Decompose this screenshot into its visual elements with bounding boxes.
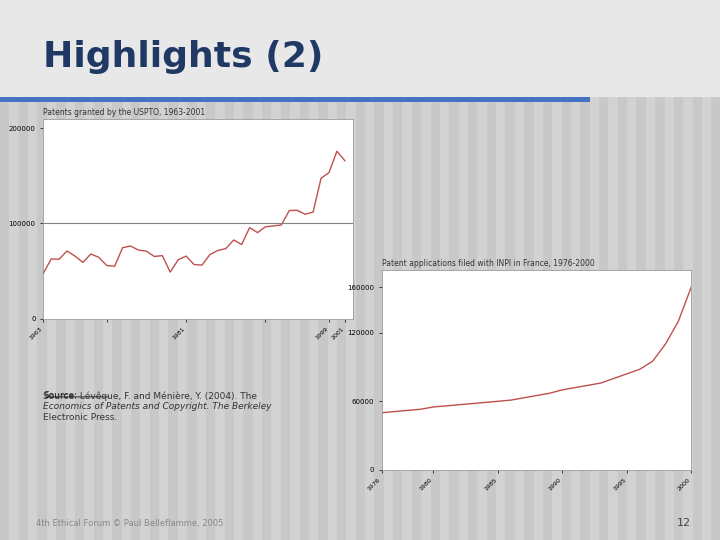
Bar [122,0,131,540]
Text: Highlights (2): Highlights (2) [43,40,323,73]
Bar [112,0,122,540]
Bar [206,0,215,540]
Bar [552,0,562,540]
Bar [47,0,56,540]
Bar [84,0,94,540]
Bar [309,0,318,540]
Text: 4th Ethical Forum © Paul Belleflamme, 2005: 4th Ethical Forum © Paul Belleflamme, 20… [36,519,223,528]
Bar [618,0,627,540]
Bar [402,0,412,540]
Bar [9,0,19,540]
Bar [477,0,487,540]
Bar [534,0,543,540]
Bar [159,0,168,540]
Bar [599,0,608,540]
Bar [178,0,187,540]
Bar [337,0,346,540]
Bar [702,0,711,540]
Bar [300,0,309,540]
Bar [346,0,356,540]
Text: Source:: Source: [43,392,77,401]
Bar [711,0,720,540]
Bar [365,0,374,540]
Bar [187,0,197,540]
Bar [524,0,534,540]
Bar [459,0,468,540]
Bar [374,0,384,540]
Bar [94,0,103,540]
Bar [608,0,618,540]
Bar [243,0,253,540]
Bar [356,0,365,540]
Bar [19,0,28,540]
Bar [262,0,271,540]
Bar [103,0,112,540]
Bar [168,0,178,540]
Bar [75,0,84,540]
Bar [627,0,636,540]
Bar [0,0,720,97]
Bar [468,0,477,540]
Text: Patent applications filed with INPI in France, 1976-2000: Patent applications filed with INPI in F… [382,259,594,268]
Bar [225,0,234,540]
Text: Economics of Patents and Copyright. The Berkeley: Economics of Patents and Copyright. The … [43,402,271,411]
Bar [66,0,75,540]
Bar [543,0,552,540]
Bar [636,0,646,540]
Bar [487,0,496,540]
Bar [150,0,159,540]
Bar [412,0,421,540]
Bar [253,0,262,540]
Bar [646,0,655,540]
Bar [571,0,580,540]
Bar [0,97,590,102]
Bar [318,0,328,540]
Bar [665,0,674,540]
Text: Patents granted by the USPTO, 1963-2001: Patents granted by the USPTO, 1963-2001 [43,107,205,117]
Bar [131,0,140,540]
Bar [440,0,449,540]
Bar [28,0,37,540]
Bar [384,0,393,540]
Bar [56,0,66,540]
Bar [655,0,665,540]
Bar [0,0,9,540]
Text: Electronic Press.: Electronic Press. [43,413,117,422]
Bar [328,0,337,540]
Bar [515,0,524,540]
Bar [449,0,459,540]
Bar [590,0,599,540]
Bar [393,0,402,540]
Bar [683,0,693,540]
Bar [496,0,505,540]
Bar [674,0,683,540]
Bar [693,0,702,540]
Bar [140,0,150,540]
Bar [37,0,47,540]
Bar [562,0,571,540]
Bar [234,0,243,540]
Text: 12: 12 [677,518,691,528]
Bar [281,0,290,540]
Bar [431,0,440,540]
Bar [290,0,300,540]
Bar [505,0,515,540]
Bar [580,0,590,540]
Bar [421,0,431,540]
Text: Source: Lévêque, F. and Ménière, Y. (2004). The: Source: Lévêque, F. and Ménière, Y. (200… [43,392,257,401]
Bar [271,0,281,540]
Bar [197,0,206,540]
Bar [215,0,225,540]
